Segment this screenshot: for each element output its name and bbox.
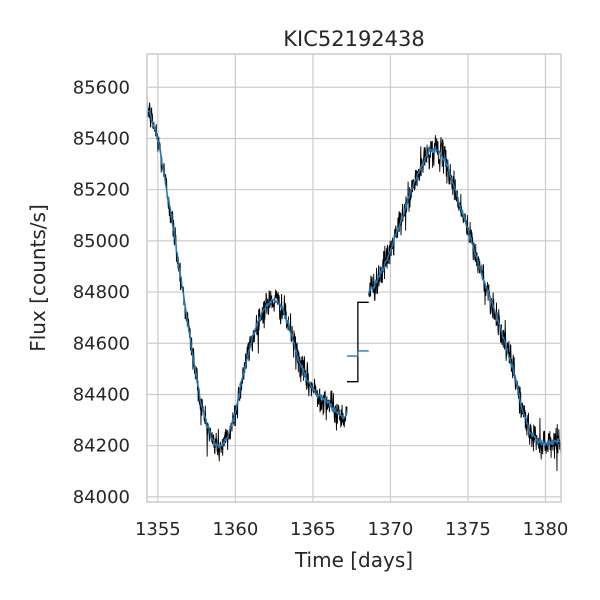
y-axis-label: Flux [counts/s]: [26, 204, 50, 352]
y-tick-label: 85400: [73, 128, 130, 149]
plot-frame: [146, 53, 562, 503]
y-tick-label: 84600: [73, 333, 130, 354]
y-tick-label: 84800: [73, 282, 130, 303]
y-tick-label: 84400: [73, 384, 130, 405]
x-tick-label: 1355: [135, 519, 181, 540]
x-tick-label: 1360: [212, 519, 258, 540]
y-tick-label: 85600: [73, 77, 130, 98]
x-tick-label: 1380: [523, 519, 569, 540]
x-tick-label: 1375: [445, 519, 491, 540]
raw-flux-gap-step: [347, 301, 369, 383]
y-tick-label: 85000: [73, 231, 130, 252]
smoothed-flux-gap-step: [347, 350, 369, 357]
y-tick-label: 84000: [73, 487, 130, 508]
y-tick-labels: 84000 84200 84400 84600 84800 85000 85200 85400…: [73, 77, 130, 508]
y-tick-label: 85200: [73, 180, 130, 201]
series-smoothed: [146, 102, 562, 449]
chart-title: KIC52192438: [283, 27, 425, 51]
x-tick-labels: 1355 1360 1365 1370 1375 1380: [135, 519, 568, 540]
smoothed-flux-line: [146, 102, 348, 449]
y-tick-label: 84200: [73, 436, 130, 457]
x-axis-label: Time [days]: [294, 548, 413, 572]
x-tick-label: 1365: [290, 519, 336, 540]
smoothed-flux-line: [368, 144, 562, 447]
x-tick-label: 1370: [368, 519, 414, 540]
